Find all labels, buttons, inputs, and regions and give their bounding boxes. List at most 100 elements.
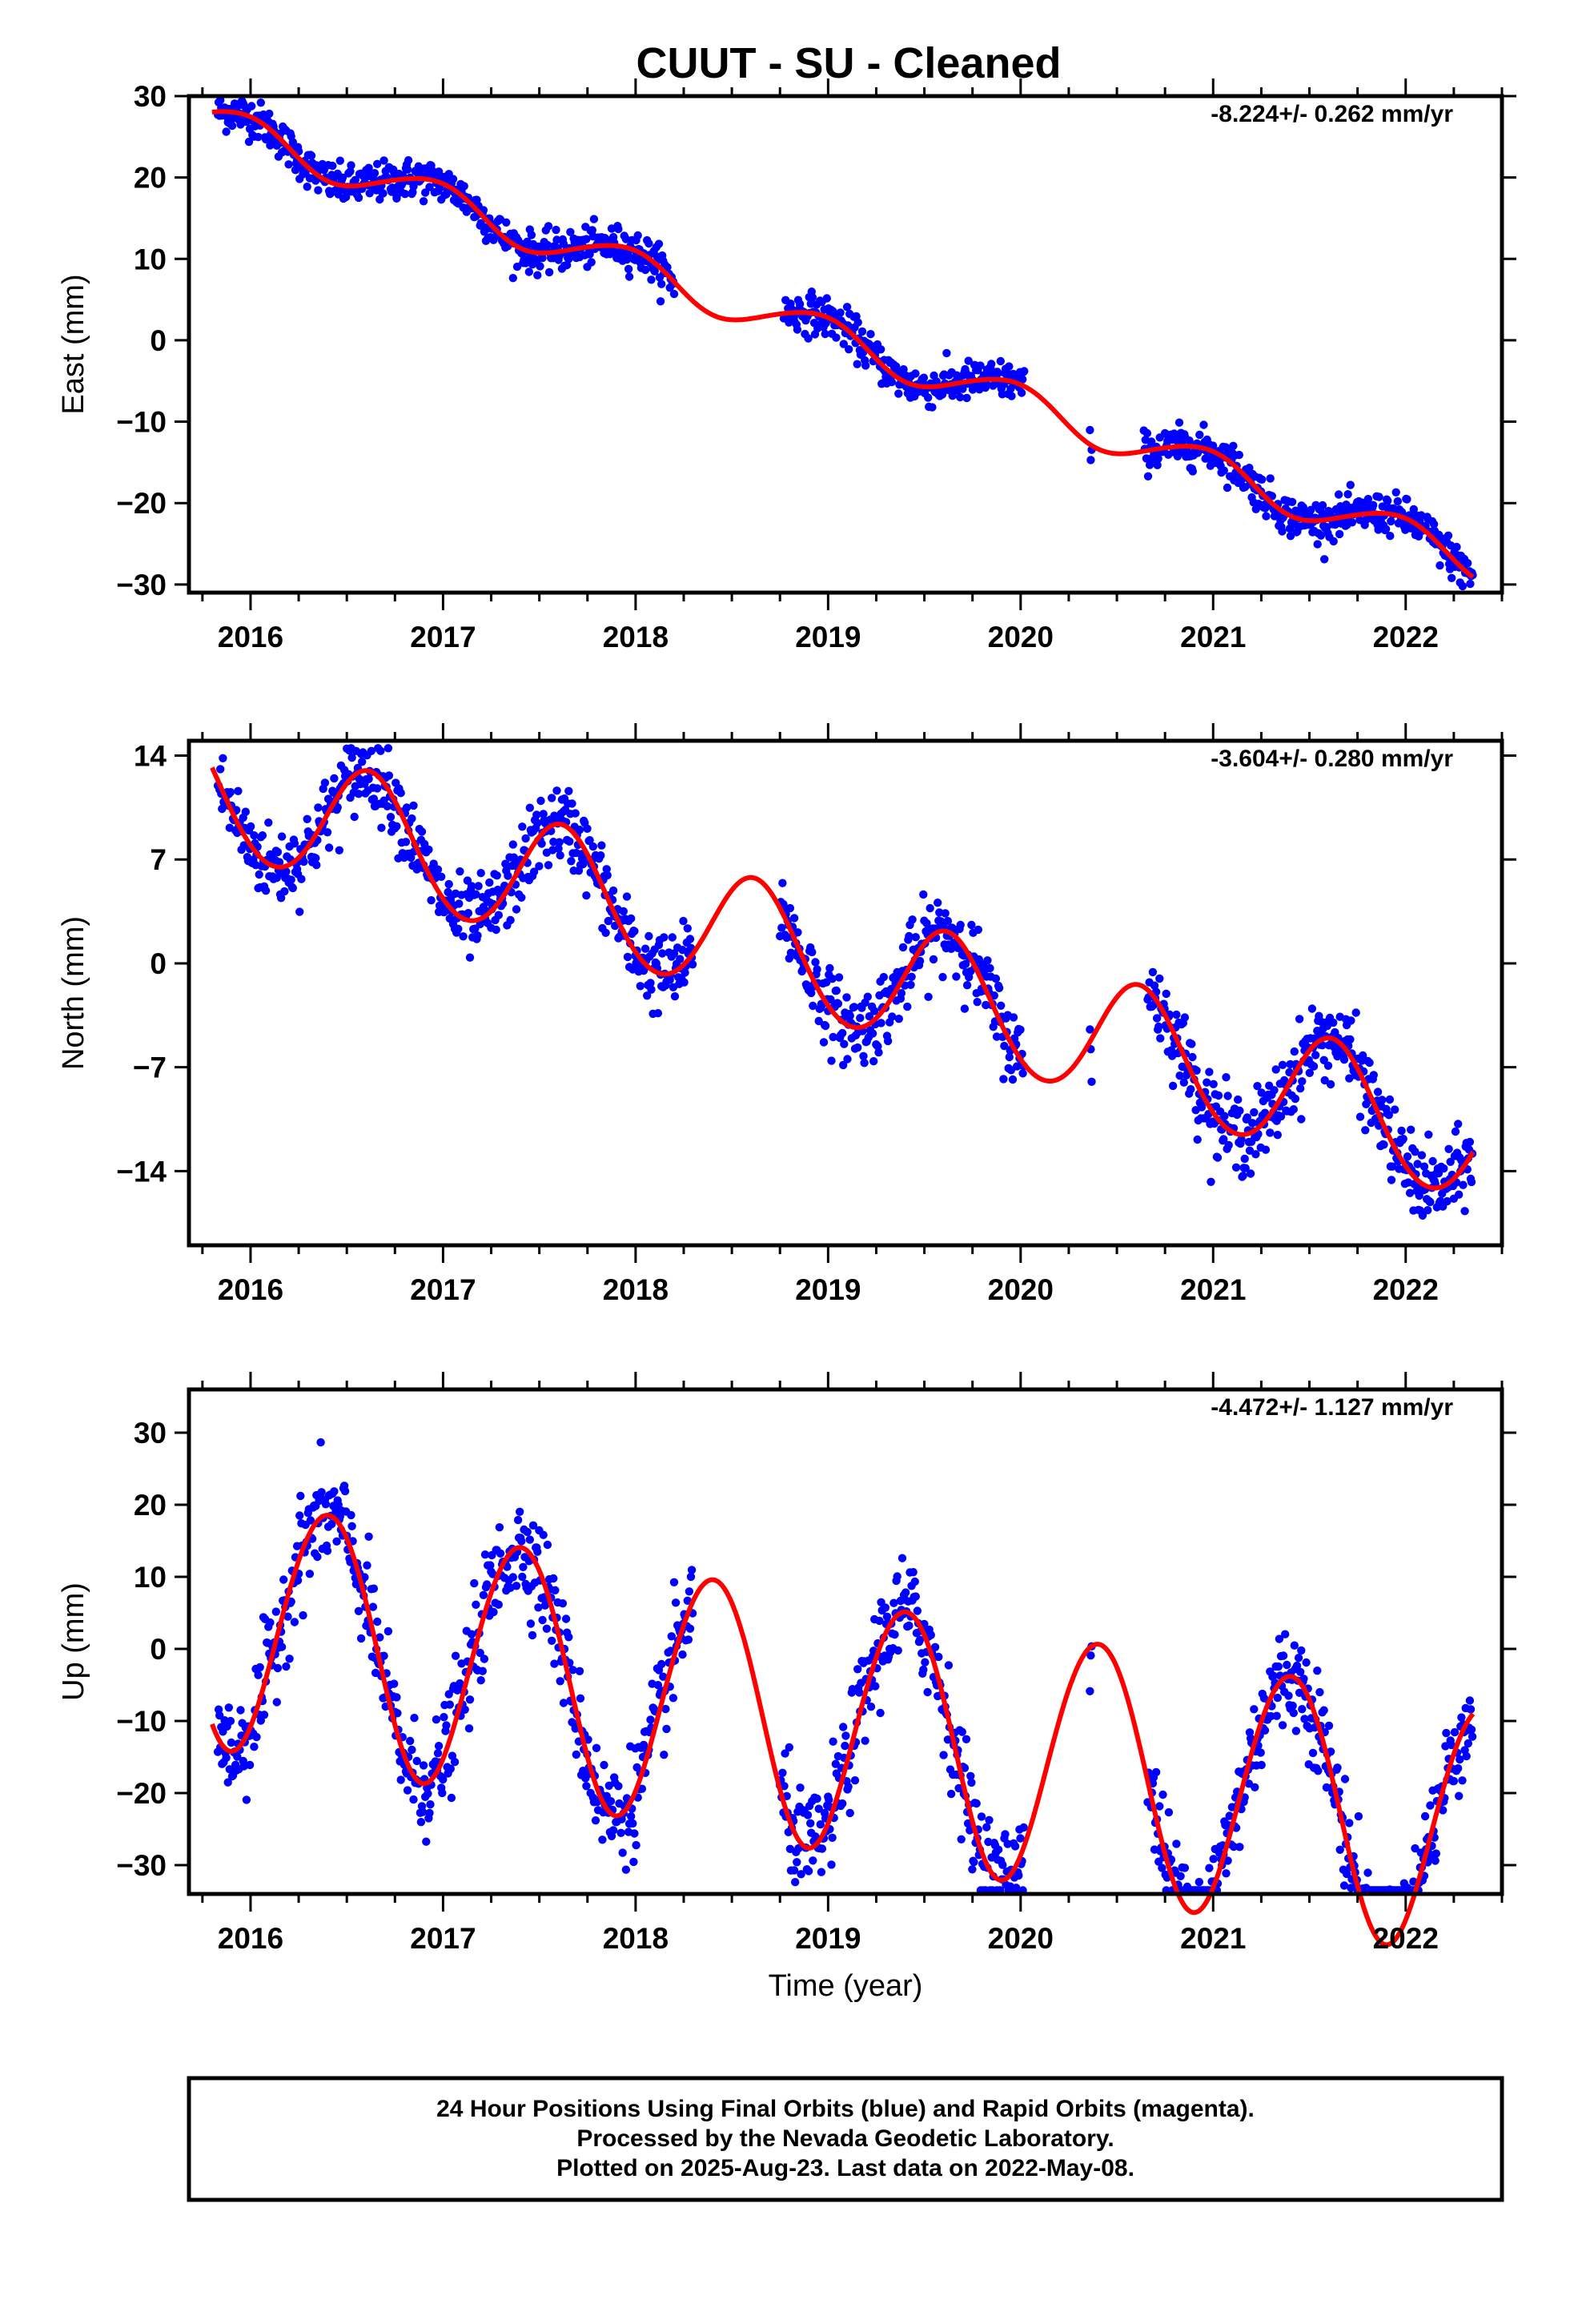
data-point — [678, 1650, 687, 1659]
data-point — [383, 744, 393, 753]
data-point — [668, 933, 677, 942]
data-point — [1250, 1705, 1259, 1714]
data-point — [1256, 1748, 1265, 1757]
data-point — [350, 812, 359, 822]
x-tick-label: 2022 — [1373, 1273, 1439, 1306]
data-point — [401, 838, 411, 846]
data-point — [1288, 1701, 1297, 1711]
data-point — [915, 956, 925, 966]
data-point — [653, 1009, 663, 1018]
data-point — [241, 807, 250, 816]
data-point — [630, 1829, 639, 1838]
data-point — [603, 870, 612, 880]
data-point — [376, 746, 385, 755]
data-point — [403, 1786, 412, 1795]
data-point — [1387, 517, 1395, 526]
data-point — [432, 1715, 441, 1724]
data-point — [396, 789, 405, 798]
east-y-axis-label: East (mm) — [57, 274, 90, 414]
data-point — [485, 878, 494, 887]
y-tick-label: 20 — [134, 162, 167, 195]
data-point — [845, 345, 853, 354]
data-point — [279, 1575, 288, 1584]
data-point — [245, 1760, 255, 1770]
data-point — [1231, 1163, 1241, 1172]
data-point — [866, 330, 875, 339]
data-point — [628, 1819, 637, 1828]
data-point — [295, 907, 304, 916]
data-point — [842, 303, 852, 312]
data-point — [1193, 1135, 1202, 1144]
data-point — [623, 952, 632, 962]
data-point — [791, 1878, 800, 1887]
data-point — [434, 1742, 444, 1751]
data-point — [519, 1562, 528, 1572]
data-point — [409, 1795, 418, 1804]
data-point — [853, 318, 862, 327]
data-point — [608, 1826, 618, 1835]
data-point — [299, 1610, 307, 1620]
data-point — [396, 1775, 405, 1784]
data-point — [314, 803, 323, 812]
data-point — [255, 1663, 264, 1672]
data-point — [406, 1736, 415, 1746]
data-point — [1399, 1134, 1407, 1144]
data-point — [323, 1546, 332, 1555]
data-point — [433, 865, 443, 875]
data-point — [379, 156, 388, 165]
data-point — [856, 1014, 865, 1023]
data-point — [1308, 1748, 1318, 1758]
data-point — [1313, 1667, 1322, 1675]
data-point — [556, 850, 564, 860]
north-rate-label: -3.604+/- 0.280 mm/yr — [1211, 746, 1453, 772]
data-point — [299, 857, 308, 866]
data-point — [459, 932, 468, 941]
data-point — [1294, 1654, 1303, 1663]
data-point — [1359, 1051, 1367, 1060]
data-point — [1020, 367, 1029, 376]
data-point — [567, 857, 576, 866]
data-point — [489, 1607, 498, 1617]
data-point — [552, 786, 561, 795]
data-point — [1285, 1068, 1294, 1077]
x-tick-label: 2017 — [410, 621, 476, 653]
data-point — [908, 915, 917, 924]
data-point — [419, 1761, 428, 1770]
data-point — [1339, 1055, 1349, 1064]
data-point — [512, 262, 522, 271]
data-point — [644, 931, 653, 941]
data-point — [1009, 1013, 1018, 1022]
data-point — [482, 1580, 492, 1589]
data-point — [906, 980, 915, 990]
data-point — [226, 1716, 235, 1726]
data-point — [961, 959, 970, 969]
data-point — [888, 1012, 897, 1021]
data-point — [825, 1795, 833, 1804]
data-point — [828, 1833, 837, 1842]
data-point — [282, 1662, 291, 1671]
data-point — [492, 871, 501, 880]
data-point — [222, 1753, 231, 1763]
data-point — [434, 167, 444, 176]
data-point — [1203, 1078, 1211, 1087]
data-point — [273, 1663, 283, 1673]
data-point — [881, 1603, 890, 1612]
data-point — [863, 992, 873, 1001]
data-point — [849, 1003, 859, 1011]
data-point — [295, 1511, 304, 1520]
data-point — [1018, 375, 1027, 384]
data-point — [1465, 1137, 1475, 1147]
data-point — [684, 1635, 693, 1644]
data-point — [964, 356, 973, 365]
data-point — [1316, 531, 1326, 540]
data-point — [506, 915, 515, 925]
data-point — [1262, 512, 1271, 521]
y-tick-label: −10 — [116, 406, 167, 439]
data-point — [877, 1019, 885, 1027]
data-point — [440, 1713, 448, 1722]
x-axis-label: Time (year) — [769, 1969, 923, 2003]
x-tick-label: 2017 — [410, 1922, 476, 1955]
data-point — [643, 991, 652, 1000]
data-point — [1424, 1130, 1433, 1140]
data-point — [1420, 1811, 1430, 1821]
